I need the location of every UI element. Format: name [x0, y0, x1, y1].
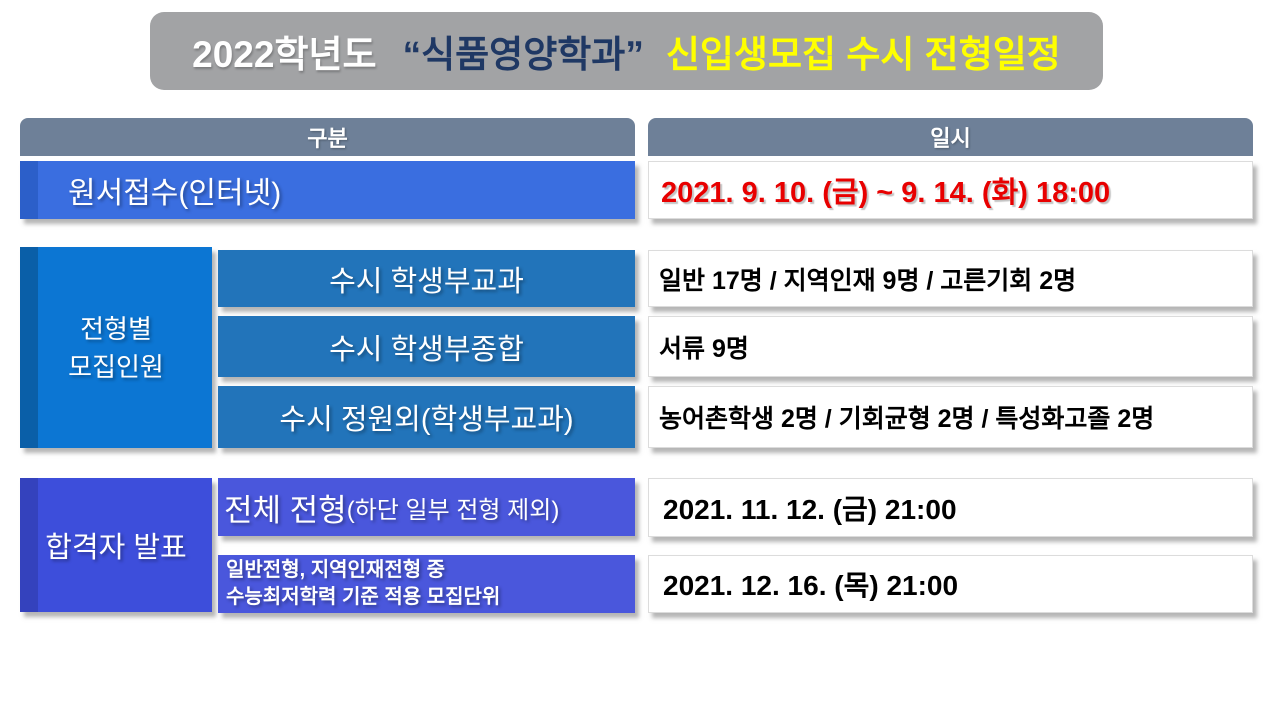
accent-strip: [20, 478, 38, 612]
application-label: 원서접수(인터넷): [68, 177, 282, 210]
column-header-category: 구분: [20, 118, 635, 156]
announcement-row-label-main: 전체 전형: [224, 492, 347, 528]
quota-row-value-gyogwa: 일반 17명 / 지역인재 9명 / 고른기회 2명: [648, 250, 1253, 307]
quota-group-label: 전형별 모집인원: [20, 247, 212, 448]
application-row-label: 원서접수(인터넷): [20, 161, 635, 219]
accent-strip: [20, 161, 38, 219]
title-subject: 신입생모집 수시 전형일정: [665, 34, 1061, 75]
column-header-category-label: 구분: [307, 126, 348, 151]
announcement-row-label-all: 전체 전형 (하단 일부 전형 제외): [218, 478, 635, 536]
title-banner: 2022학년도 “식품영양학과” 신입생모집 수시 전형일정: [150, 12, 1103, 90]
announcement-row-label-line1: 일반전형, 지역인재전형 중: [226, 559, 446, 581]
application-period: 2021. 9. 10. (금) ~ 9. 14. (화) 18:00: [661, 177, 1111, 209]
quota-row-value-jonghap: 서류 9명: [648, 316, 1253, 377]
quota-row-label: 수시 학생부교과: [329, 265, 524, 298]
announcement-group-label: 합격자 발표: [20, 478, 212, 612]
quota-group-label-line2: 모집인원: [68, 351, 164, 382]
column-header-datetime-label: 일시: [930, 126, 971, 151]
quota-row-label-gyogwa: 수시 학생부교과: [218, 250, 635, 307]
quota-row-label: 수시 정원외(학생부교과): [279, 404, 574, 436]
title-department: “식품영양학과”: [402, 34, 644, 75]
announcement-date: 2021. 12. 16. (목) 21:00: [663, 570, 959, 601]
announcement-row-label-line2: 수능최저학력 기준 적용 모집단위: [226, 586, 501, 608]
accent-strip: [20, 247, 38, 448]
quota-row-label-jeongwonoe: 수시 정원외(학생부교과): [218, 386, 635, 448]
announcement-row-value-csat-minimum: 2021. 12. 16. (목) 21:00: [648, 555, 1253, 613]
quota-row-label-jonghap: 수시 학생부종합: [218, 316, 635, 377]
announcement-row-label-csat-minimum: 일반전형, 지역인재전형 중 수능최저학력 기준 적용 모집단위: [218, 555, 635, 613]
quota-row-value: 서류 9명: [659, 334, 749, 363]
announcement-row-label-sub: (하단 일부 전형 제외): [346, 496, 560, 524]
column-header-datetime: 일시: [648, 118, 1253, 156]
quota-group-label-line1: 전형별: [80, 313, 152, 344]
announcement-date: 2021. 11. 12. (금) 21:00: [663, 493, 957, 525]
quota-row-label: 수시 학생부종합: [329, 333, 524, 366]
quota-row-value: 일반 17명 / 지역인재 9명 / 고른기회 2명: [659, 266, 1077, 295]
application-row-value: 2021. 9. 10. (금) ~ 9. 14. (화) 18:00: [648, 161, 1253, 219]
quota-row-value: 농어촌학생 2명 / 기회균형 2명 / 특성화고졸 2명: [659, 405, 1155, 433]
announcement-row-value-all: 2021. 11. 12. (금) 21:00: [648, 478, 1253, 537]
quota-row-value-jeongwonoe: 농어촌학생 2명 / 기회균형 2명 / 특성화고졸 2명: [648, 386, 1253, 448]
title-year: 2022학년도: [192, 34, 377, 75]
announcement-group-label-text: 합격자 발표: [45, 532, 187, 564]
